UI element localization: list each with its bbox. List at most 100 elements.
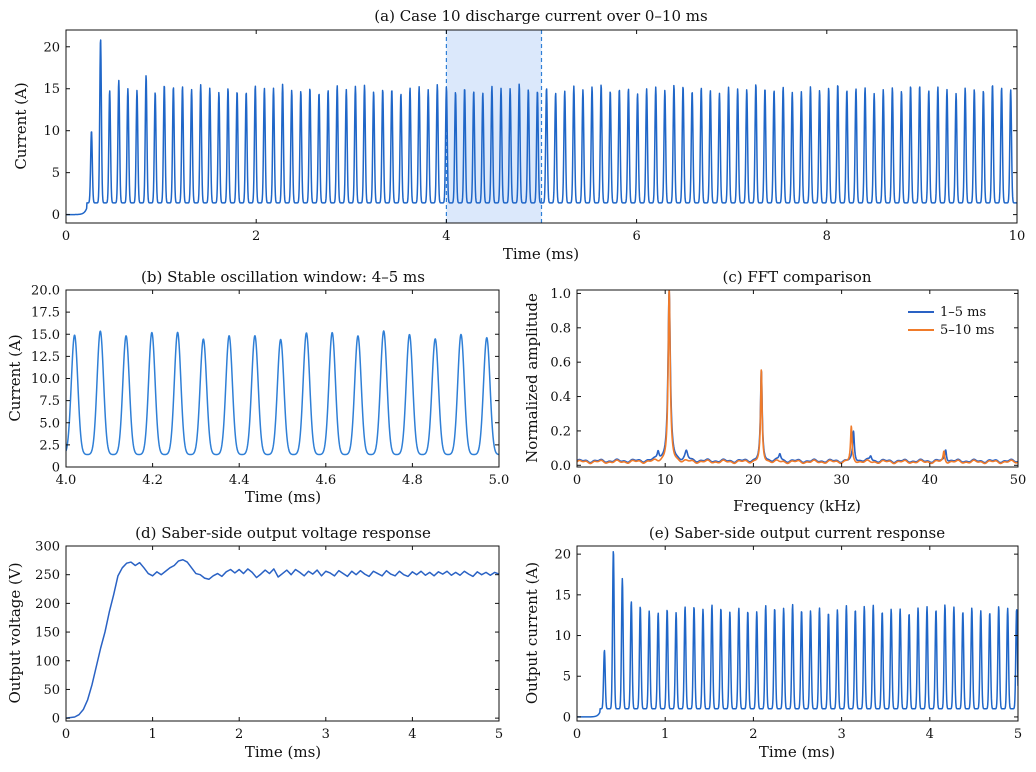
y-tick-label: 250 (35, 568, 60, 583)
x-tick-label: 10 (657, 473, 674, 488)
x-tick-label: 4.8 (402, 473, 423, 488)
x-tick-label: 10 (1009, 229, 1026, 244)
panel-b: (b) Stable oscillation window: 4–5 ms 4.… (6, 268, 509, 506)
y-tick-label: 0.2 (550, 424, 571, 439)
panel-a-frame (65, 29, 1018, 224)
y-tick-label: 15 (554, 588, 571, 603)
series-line-2 (577, 290, 1018, 465)
x-tick-label: 4.0 (56, 473, 77, 488)
panel-a-ticks: 0 2 4 6 8 10 0 5 10 15 20 (43, 30, 1025, 244)
panel-d-frame (65, 545, 500, 722)
x-tick-label: 0 (573, 473, 581, 488)
y-tick-label: 0 (52, 461, 60, 476)
x-tick-label: 5 (1014, 727, 1022, 742)
x-tick-label: 4 (408, 727, 416, 742)
y-tick-label: 20 (43, 40, 60, 55)
x-tick-label: 6 (632, 229, 640, 244)
x-tick-label: 20 (745, 473, 762, 488)
y-tick-label: 200 (35, 597, 60, 612)
series-line-1 (66, 330, 499, 456)
panel-e-title: (e) Saber-side output current response (649, 524, 945, 542)
panel-c-frame (576, 289, 1019, 468)
panel-b-title: (b) Stable oscillation window: 4–5 ms (141, 268, 425, 286)
y-tick-label: 5.0 (39, 416, 60, 431)
panel-c-legend: 1–5 ms 5–10 ms (908, 305, 994, 338)
x-tick-label: 4 (926, 727, 934, 742)
y-tick-label: 15 (43, 82, 60, 97)
panel-e-frame (576, 545, 1019, 722)
y-tick-label: 0 (52, 208, 60, 223)
series-line-1 (577, 551, 1018, 718)
y-tick-label: 0.4 (550, 390, 571, 405)
panel-c-xlabel: Frequency (kHz) (733, 497, 861, 515)
y-tick-label: 5 (52, 166, 60, 181)
panel-e-series (577, 551, 1018, 718)
panel-c-series (577, 290, 1018, 465)
x-tick-label: 3 (322, 727, 330, 742)
panel-e-ticks: 0 1 2 3 4 5 0 5 10 15 20 (554, 546, 1022, 742)
x-tick-label: 30 (833, 473, 850, 488)
x-tick-label: 1 (661, 727, 669, 742)
y-tick-label: 0.8 (550, 321, 571, 336)
y-tick-label: 7.5 (39, 394, 60, 409)
panel-b-series (66, 330, 499, 456)
legend-label-series-1: 1–5 ms (940, 305, 986, 320)
x-tick-label: 0 (62, 727, 70, 742)
panel-d-title: (d) Saber-side output voltage response (135, 524, 431, 542)
y-tick-label: 0 (563, 710, 571, 725)
y-tick-label: 10 (43, 124, 60, 139)
x-tick-label: 4.2 (142, 473, 163, 488)
y-tick-label: 2.5 (39, 438, 60, 453)
panel-d-xlabel: Time (ms) (245, 743, 321, 761)
panel-c: (c) FFT comparison 0 10 20 30 40 500.00.20.40… (523, 268, 1026, 515)
panel-c-ylabel: Normalized amplitude (523, 293, 541, 463)
y-tick-label: 10 (554, 629, 571, 644)
y-tick-label: 20 (554, 548, 571, 563)
x-tick-label: 0 (62, 229, 70, 244)
x-tick-label: 4 (442, 229, 450, 244)
panel-e-ylabel: Output current (A) (523, 562, 541, 704)
x-tick-label: 2 (252, 229, 260, 244)
panel-a-title: (a) Case 10 discharge current over 0–10 … (374, 7, 707, 25)
panel-a-series (66, 39, 1017, 216)
panel-d: (d) Saber-side output voltage response 0… (6, 524, 503, 761)
series-line-1 (66, 39, 1017, 216)
y-tick-label: 20.0 (31, 284, 60, 299)
panel-a: (a) Case 10 discharge current over 0–10 … (12, 7, 1025, 263)
x-tick-label: 8 (823, 229, 831, 244)
x-tick-label: 0 (573, 727, 581, 742)
y-tick-label: 10.0 (31, 372, 60, 387)
y-tick-label: 12.5 (31, 350, 60, 365)
y-tick-label: 0 (52, 712, 60, 727)
panel-c-ticks: 0 10 20 30 40 50 0.0 0.2 0.4 0.6 0.8 1.0 (550, 287, 1026, 488)
y-tick-label: 17.5 (31, 306, 60, 321)
panel-a-xlabel: Time (ms) (503, 245, 579, 263)
panel-d-ylabel: Output voltage (V) (6, 562, 24, 703)
y-tick-label: 150 (35, 626, 60, 641)
x-tick-label: 4.6 (315, 473, 336, 488)
panel-c-title: (c) FFT comparison (722, 268, 871, 286)
panel-e: (e) Saber-side output current response 0… (523, 524, 1022, 761)
y-tick-label: 1.0 (550, 287, 571, 302)
y-tick-label: 100 (35, 654, 60, 669)
y-tick-label: 0.6 (550, 356, 571, 371)
x-tick-label: 3 (837, 727, 845, 742)
panel-d-series (66, 559, 499, 719)
x-tick-label: 2 (749, 727, 757, 742)
x-tick-label: 40 (922, 473, 939, 488)
y-tick-label: 50 (43, 683, 60, 698)
panel-b-xlabel: Time (ms) (245, 488, 321, 506)
x-tick-label: 1 (148, 727, 156, 742)
x-tick-label: 2 (235, 727, 243, 742)
y-tick-label: 15.0 (31, 328, 60, 343)
panel-b-ylabel: Current (A) (6, 334, 24, 421)
series-line-1 (66, 559, 499, 719)
x-tick-label: 4.4 (229, 473, 250, 488)
panel-b-frame (65, 289, 500, 468)
y-tick-label: 300 (35, 540, 60, 555)
y-tick-label: 5 (563, 670, 571, 685)
legend-label-series-2: 5–10 ms (940, 323, 994, 338)
panel-e-xlabel: Time (ms) (759, 743, 835, 761)
x-tick-label: 5.0 (489, 473, 510, 488)
